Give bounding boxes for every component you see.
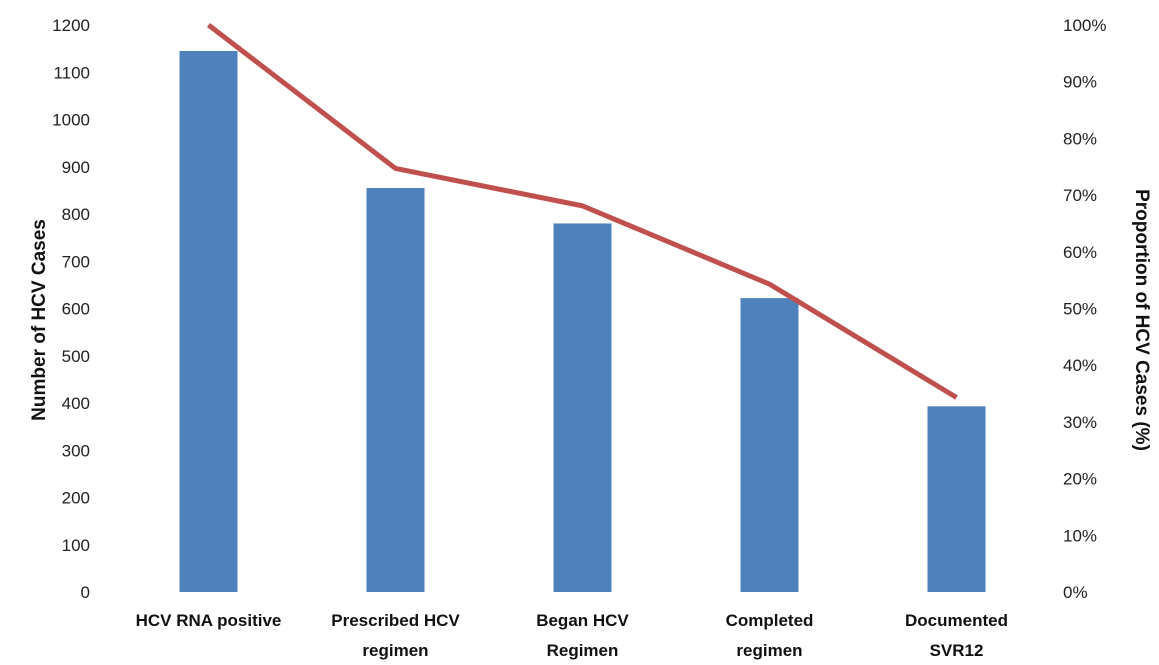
right-tick-label: 80%	[1063, 129, 1097, 148]
category-label: Documented	[905, 611, 1008, 630]
category-label: Began HCV	[536, 611, 629, 630]
category-label: HCV RNA positive	[136, 611, 282, 630]
left-axis-ticks: 0 100 200 300 400 500 600 700 800 900 1000 1100 1200	[52, 16, 90, 602]
y-axis-title: Number of HCV Cases	[29, 219, 50, 421]
category-label: Regimen	[547, 641, 619, 660]
right-tick-label: 70%	[1063, 186, 1097, 205]
bar	[367, 188, 425, 592]
right-tick-label: 0%	[1063, 583, 1088, 602]
category-label: Completed	[726, 611, 814, 630]
bar	[180, 51, 238, 592]
left-tick-label: 1100	[53, 63, 90, 82]
category-label: regimen	[362, 641, 428, 660]
category-label: SVR12	[930, 641, 984, 660]
right-tick-label: 10%	[1063, 526, 1097, 545]
left-tick-label: 700	[62, 252, 90, 271]
right-tick-label: 30%	[1063, 413, 1097, 432]
right-tick-label: 40%	[1063, 356, 1097, 375]
left-tick-label: 900	[62, 158, 90, 177]
right-tick-label: 50%	[1063, 300, 1097, 319]
left-tick-label: 200	[62, 489, 90, 508]
left-tick-label: 100	[62, 536, 90, 555]
category-labels: HCV RNA positive Prescribed HCV regimen Beg…	[136, 611, 1008, 660]
category-label: Prescribed HCV	[331, 611, 460, 630]
bar	[554, 223, 612, 592]
bar-series	[180, 51, 986, 592]
right-tick-label: 60%	[1063, 243, 1097, 262]
left-tick-label: 1200	[52, 16, 90, 35]
bar	[928, 406, 986, 592]
right-tick-label: 20%	[1063, 470, 1097, 489]
left-tick-label: 800	[62, 205, 90, 224]
right-axis-ticks: 0% 10% 20% 30% 40% 50% 60% 70% 80% 90% 100%	[1063, 16, 1106, 602]
left-tick-label: 600	[62, 300, 90, 319]
left-tick-label: 400	[62, 394, 90, 413]
right-tick-label: 100%	[1063, 16, 1106, 35]
y2-axis-title: Proportion of HCV Cases (%)	[1131, 189, 1152, 451]
left-tick-label: 1000	[52, 111, 90, 130]
bar	[741, 298, 799, 592]
left-tick-label: 300	[62, 441, 90, 460]
left-tick-label: 0	[81, 583, 90, 602]
right-tick-label: 90%	[1063, 73, 1097, 92]
category-label: regimen	[736, 641, 802, 660]
left-tick-label: 500	[62, 347, 90, 366]
